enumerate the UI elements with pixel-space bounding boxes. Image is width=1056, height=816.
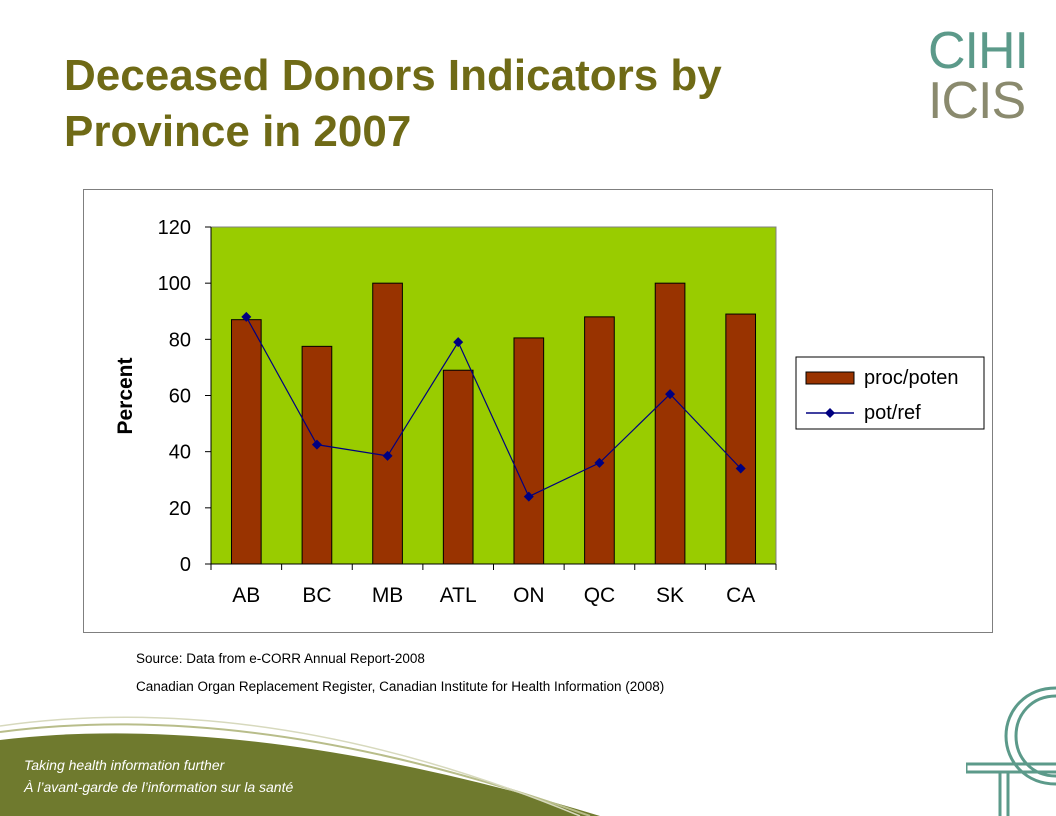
x-tick-label: ATL [440,584,477,607]
slide-title-line-1: Deceased Donors Indicators by [64,51,722,100]
bar-atl [442,369,474,565]
x-tick-label: QC [584,584,616,607]
line-point-mb [382,450,393,461]
line-point-bc [311,439,322,450]
source-line-1: Source: Data from e-CORR Annual Report-2… [136,651,425,666]
plot-area [210,226,777,565]
x-tick-label: MB [372,584,404,607]
cihi-logo: CIHI ICIS [928,22,1029,130]
bar-ab [230,319,262,565]
x-tick-label: ON [513,584,545,607]
x-tick-label: BC [302,584,331,607]
logo-line-1: CIHI [928,22,1029,80]
legend-label-line: pot/ref [864,402,921,424]
chart-frame: 0 20 40 60 80 100 120 AB BC MB ATL ON QC SK CA Percent… [83,189,993,633]
line-point-ca [735,463,746,474]
legend-marker-line [825,408,835,418]
legend-box [795,356,985,430]
line-series-pot-ref [245,316,742,498]
tagline-english: Taking health information further [24,757,225,773]
bar-bc [301,345,333,565]
y-tick-label: 60 [169,386,191,408]
y-tick-label: 0 [180,554,191,576]
slide-title-line-2: Province in 2007 [64,107,412,156]
y-tick-label: 120 [158,217,191,239]
bar-ca [725,313,757,565]
bar-sk [654,282,686,565]
legend-swatch-bar [805,371,855,385]
bar-mb [372,282,403,565]
y-tick-label: 20 [169,498,191,520]
bar-on [513,337,545,565]
x-tick-label: CA [726,584,755,607]
source-line-2: Canadian Organ Replacement Register, Can… [136,679,665,694]
bar-qc [584,316,615,565]
chart-svg: 0 20 40 60 80 100 120 AB BC MB ATL ON QC SK CA Percent… [114,217,985,607]
line-point-ab [241,311,252,322]
x-tick-label: SK [656,584,684,607]
y-tick-label: 80 [169,329,191,351]
legend: proc/poten pot/ref [795,356,985,430]
line-point-on [523,491,534,502]
footer-band [0,716,600,816]
y-tick-label: 40 [169,442,191,464]
y-axis-label: Percent [114,357,137,434]
decorative-symbol-icon [966,686,1056,816]
logo-line-2: ICIS [928,72,1026,130]
line-point-atl [453,337,464,348]
y-tick-label: 100 [158,273,191,295]
tagline-french: À l’avant-garde de l’information sur la … [24,779,294,795]
legend-label-bar: proc/poten [864,367,959,389]
slide-title: Deceased Donors Indicators by Province i… [64,48,844,160]
line-point-qc [594,457,605,468]
x-tick-label: AB [232,584,260,607]
line-point-sk [665,389,676,400]
